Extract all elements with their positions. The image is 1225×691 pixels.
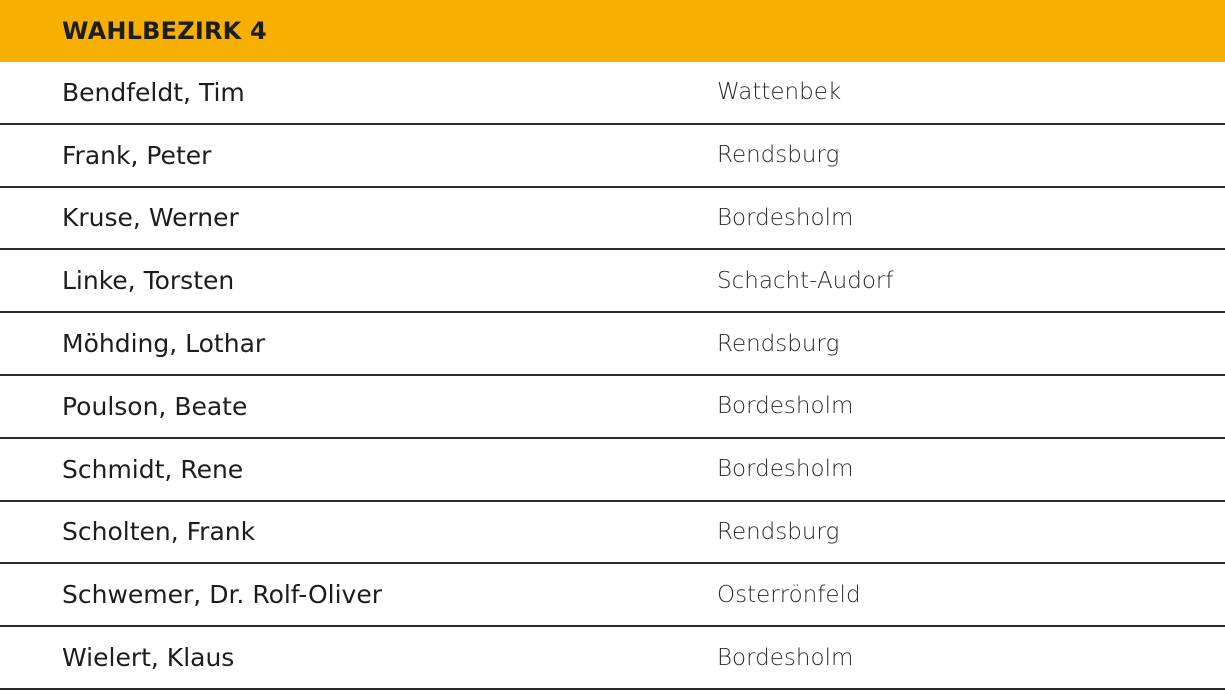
candidate-place: Bordesholm	[717, 204, 854, 231]
candidate-name: Kruse, Werner	[62, 203, 239, 233]
table-row: Linke, Torsten Schacht-Audorf	[0, 250, 1225, 314]
table-row: Schmidt, Rene Bordesholm	[0, 439, 1225, 502]
candidate-place: Rendsburg	[717, 330, 840, 357]
candidate-name: Wielert, Klaus	[62, 643, 235, 673]
candidate-name: Möhding, Lothar	[62, 329, 266, 359]
candidate-name: Bendfeldt, Tim	[62, 77, 245, 107]
table-row: Frank, Peter Rendsburg	[0, 125, 1225, 188]
candidate-place: Osterrönfeld	[717, 581, 861, 608]
candidate-name: Poulson, Beate	[62, 391, 248, 421]
table-row: Schwemer, Dr. Rolf-Oliver Osterrönfeld	[0, 564, 1225, 628]
candidate-place: Wattenbek	[717, 79, 842, 106]
table-header: WAHLBEZIRK 4	[0, 0, 1225, 62]
candidate-name: Scholten, Frank	[62, 517, 256, 547]
candidate-place: Bordesholm	[717, 644, 854, 671]
table-row: Scholten, Frank Rendsburg	[0, 502, 1225, 565]
candidate-place: Rendsburg	[717, 142, 840, 169]
candidate-place: Schacht-Audorf	[717, 267, 894, 294]
candidate-place: Rendsburg	[717, 518, 840, 545]
candidate-table: Bendfeldt, Tim Wattenbek Frank, Peter Rends…	[0, 62, 1225, 690]
table-row: Möhding, Lothar Rendsburg	[0, 313, 1225, 376]
candidate-name: Frank, Peter	[62, 140, 212, 170]
candidate-name: Schmidt, Rene	[62, 454, 244, 484]
table-row: Kruse, Werner Bordesholm	[0, 188, 1225, 251]
table-row: Wielert, Klaus Bordesholm	[0, 627, 1225, 690]
candidate-place: Bordesholm	[717, 456, 854, 483]
district-title: WAHLBEZIRK 4	[62, 17, 267, 45]
candidate-place: Bordesholm	[717, 393, 854, 420]
candidate-name: Schwemer, Dr. Rolf-Oliver	[62, 580, 382, 610]
table-row: Bendfeldt, Tim Wattenbek	[0, 62, 1225, 125]
candidate-name: Linke, Torsten	[62, 266, 235, 296]
table-row: Poulson, Beate Bordesholm	[0, 376, 1225, 439]
